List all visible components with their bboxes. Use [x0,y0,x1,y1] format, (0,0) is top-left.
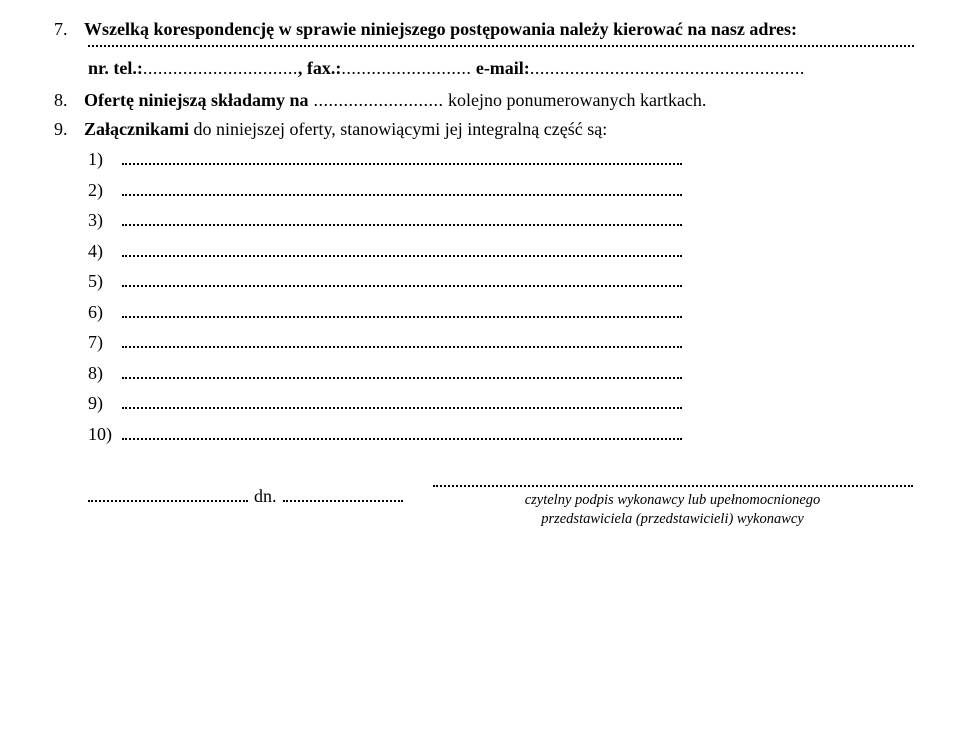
item-7-contact-line: nr. tel.:...............................… [88,57,900,80]
attachment-num-9: 9) [88,392,122,415]
attachment-dots-2 [122,194,682,196]
item-9: 9. Załącznikami do niniejszej oferty, st… [54,118,900,141]
item-9-text: Załącznikami do niniejszej oferty, stano… [84,118,607,141]
attachment-row-9: 9) [88,392,900,415]
item-9-suffix: do niniejszej oferty, stanowiącymi jej i… [189,119,607,139]
signature-date: dn. [88,485,403,508]
attachment-num-4: 4) [88,240,122,263]
date-day-dots [283,500,403,502]
attachment-row-7: 7) [88,331,900,354]
signature-caption-line2: przedstawiciela (przedstawicieli) wykona… [541,511,804,527]
attachment-row-2: 2) [88,179,900,202]
tel-label: nr. tel.: [88,58,143,78]
item-8-text: Ofertę niniejszą składamy na ...........… [84,89,706,112]
attachment-dots-5 [122,285,682,287]
item-7: 7. Wszelką korespondencję w sprawie nini… [54,18,900,41]
attachment-dots-8 [122,377,682,379]
attachment-num-6: 6) [88,301,122,324]
item-8-bold: Ofertę niniejszą składamy na [84,90,309,110]
attachment-row-10: 10) [88,423,900,446]
attachment-dots-9 [122,407,682,409]
signature-line [433,485,913,487]
item-8-suffix: kolejno ponumerowanych kartkach. [444,90,707,110]
signature-caption-line1: czytelny podpis wykonawcy lub upełnomocn… [525,492,821,508]
attachment-row-8: 8) [88,362,900,385]
item-7-address-dots [88,45,914,47]
signature-right: czytelny podpis wykonawcy lub upełnomocn… [433,485,913,529]
attachment-dots-1 [122,163,682,165]
fax-label: , fax.: [298,58,342,78]
attachment-row-6: 6) [88,301,900,324]
item-7-bold: Wszelką korespondencję w sprawie niniejs… [84,19,797,39]
attachment-dots-10 [122,438,682,440]
signature-caption: czytelny podpis wykonawcy lub upełnomocn… [433,491,913,529]
attachment-num-2: 2) [88,179,122,202]
dn-label: dn. [248,485,283,508]
attachment-num-5: 5) [88,270,122,293]
document-page: 7. Wszelką korespondencję w sprawie nini… [0,0,960,529]
email-label: e-mail: [471,58,529,78]
item-9-number: 9. [54,118,84,141]
attachment-dots-4 [122,255,682,257]
item-7-text: Wszelką korespondencję w sprawie niniejs… [84,18,797,41]
date-place-dots [88,500,248,502]
attachment-num-10: 10) [88,423,122,446]
attachment-dots-6 [122,316,682,318]
email-dots: ........................................… [530,58,805,78]
attachment-row-1: 1) [88,148,900,171]
attachment-row-3: 3) [88,209,900,232]
item-9-bold: Załącznikami [84,119,189,139]
item-8: 8. Ofertę niniejszą składamy na ........… [54,89,900,112]
attachment-dots-3 [122,224,682,226]
attachment-row-4: 4) [88,240,900,263]
attachment-num-8: 8) [88,362,122,385]
fax-dots: .......................... [341,58,471,78]
tel-dots: ............................... [143,58,298,78]
item-8-dots: .......................... [309,90,444,110]
item-7-number: 7. [54,18,84,41]
attachment-num-1: 1) [88,148,122,171]
signature-area: dn. czytelny podpis wykonawcy lub upełno… [88,485,900,529]
attachment-num-7: 7) [88,331,122,354]
attachment-dots-7 [122,346,682,348]
attachment-num-3: 3) [88,209,122,232]
item-8-number: 8. [54,89,84,112]
attachment-row-5: 5) [88,270,900,293]
